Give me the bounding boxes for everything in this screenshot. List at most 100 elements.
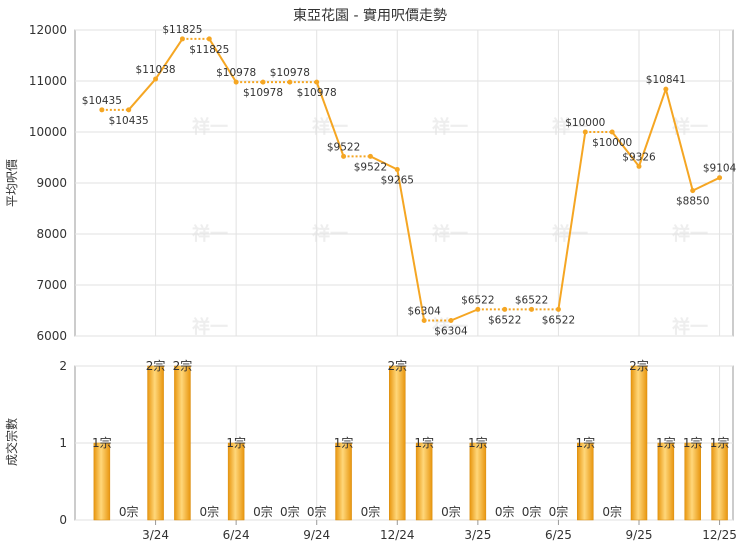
volume-bar-label: 0宗: [119, 504, 139, 519]
volume-bar-label: 1宗: [334, 435, 354, 450]
price-point-label: $10978: [297, 87, 337, 99]
price-point: [529, 306, 535, 312]
price-line-segment: [369, 155, 398, 171]
volume-bar-label: 2宗: [387, 358, 407, 373]
x-tick-label: 12/24: [380, 528, 415, 542]
price-point-label: $6522: [488, 314, 521, 326]
price-point-label: $6304: [434, 325, 468, 337]
price-point-label: $9522: [354, 161, 387, 173]
volume-panel: 0 1 2 3/24 6/24 9/24 12/24 3/25 6/25 9/25 12/25 1宗 0…: [59, 358, 737, 542]
price-point-label: $11038: [136, 64, 176, 76]
x-tick-label: 9/25: [626, 528, 653, 542]
price-point: [394, 166, 400, 172]
price-point: [260, 79, 266, 85]
price-point: [179, 36, 185, 42]
volume-bar-label: 0宗: [280, 504, 300, 519]
price-panel: 祥一祥一祥一祥一祥一祥一祥一祥一祥一祥一祥一祥一祥一祥一祥一祥一60007000…: [29, 23, 737, 445]
watermark: 祥一: [192, 316, 228, 338]
price-point-label: $6522: [515, 294, 548, 306]
price-point-label: $9104: [703, 163, 737, 175]
volume-bar: [335, 442, 352, 521]
watermark: 祥一: [432, 316, 468, 338]
price-line-segment: [557, 131, 587, 310]
volume-y-axis-label: 成交宗數: [4, 418, 19, 466]
volume-bar: [415, 442, 433, 521]
price-line-segment: [208, 38, 237, 83]
price-line-segment: [127, 78, 157, 111]
volume-bar-label: 1宗: [710, 435, 730, 450]
price-point-label: $6522: [461, 294, 494, 306]
volume-y-tick-label: 1: [59, 436, 67, 450]
price-point: [609, 129, 615, 135]
chart-title: 東亞花園 - 實用呎價走勢: [293, 7, 447, 24]
volume-bar-label: 0宗: [549, 504, 569, 519]
price-y-axis-label: 平均呎價: [5, 159, 19, 207]
volume-bar-label: 2宗: [173, 358, 193, 373]
price-point-label: $6304: [407, 305, 441, 317]
price-y-tick-label: 11000: [29, 74, 67, 88]
volume-bar-label: 1宗: [226, 435, 246, 450]
price-point-label: $10978: [216, 67, 256, 79]
price-point: [582, 129, 588, 135]
volume-bar-label: 1宗: [683, 435, 703, 450]
price-line-segment: [315, 81, 345, 157]
price-point: [555, 306, 561, 312]
volume-bar: [93, 442, 111, 521]
volume-bar-label: 0宗: [253, 504, 273, 519]
volume-bar-label: 0宗: [495, 504, 515, 519]
volume-bar-label: 0宗: [307, 504, 327, 519]
price-y-tick-label: 10000: [29, 125, 67, 139]
volume-y-tick-label: 0: [59, 513, 67, 527]
x-tick-label: 9/24: [303, 528, 330, 542]
price-point: [341, 153, 347, 159]
price-point-label: $10000: [592, 137, 632, 149]
price-y-tick-label: 8000: [36, 227, 67, 241]
price-point-label: $10435: [109, 115, 149, 127]
price-point-label: $10978: [270, 67, 310, 79]
volume-bar-label: 0宗: [441, 504, 461, 519]
price-point: [367, 153, 373, 159]
volume-bar-label: 1宗: [468, 435, 488, 450]
volume-bar-label: 2宗: [629, 358, 649, 373]
volume-bar: [577, 442, 594, 521]
price-point: [690, 188, 696, 194]
volume-bar: [227, 442, 245, 521]
price-point: [502, 306, 508, 312]
price-y-tick-label: 7000: [36, 278, 67, 292]
price-point: [287, 79, 293, 85]
price-point: [153, 76, 159, 82]
price-point: [636, 163, 642, 169]
price-point-label: $9265: [381, 174, 414, 186]
watermark: 祥一: [672, 316, 708, 338]
volume-bar-label: 0宗: [602, 504, 622, 519]
price-line-segment: [638, 88, 667, 167]
price-point-label: $11825: [162, 24, 202, 36]
volume-bar: [711, 442, 728, 521]
volume-bar: [389, 365, 406, 521]
price-point: [126, 107, 132, 113]
x-tick-label: 3/24: [142, 528, 169, 542]
price-line-segment: [154, 38, 184, 80]
price-y-tick-label: 9000: [36, 176, 67, 190]
price-y-tick-label: 12000: [29, 23, 67, 37]
volume-bar-label: 1宗: [575, 435, 595, 450]
price-point: [448, 317, 454, 323]
price-line-segment: [450, 308, 479, 322]
price-point-label: $10841: [646, 74, 686, 86]
volume-bar-label: 2宗: [146, 358, 166, 373]
price-point: [314, 79, 320, 85]
price-point-label: $9326: [622, 151, 656, 163]
volume-bar: [657, 442, 675, 521]
x-tick-label: 12/25: [702, 528, 737, 542]
price-point: [233, 79, 239, 85]
volume-bar: [630, 365, 648, 521]
price-point-label: $10978: [243, 87, 283, 99]
volume-bar-label: 0宗: [522, 504, 542, 519]
volume-bar-label: 1宗: [92, 435, 112, 450]
price-point: [206, 36, 212, 42]
price-point: [421, 317, 427, 323]
price-point: [663, 86, 669, 92]
watermark: 祥一: [192, 116, 228, 138]
volume-y-tick-label: 2: [59, 359, 67, 373]
